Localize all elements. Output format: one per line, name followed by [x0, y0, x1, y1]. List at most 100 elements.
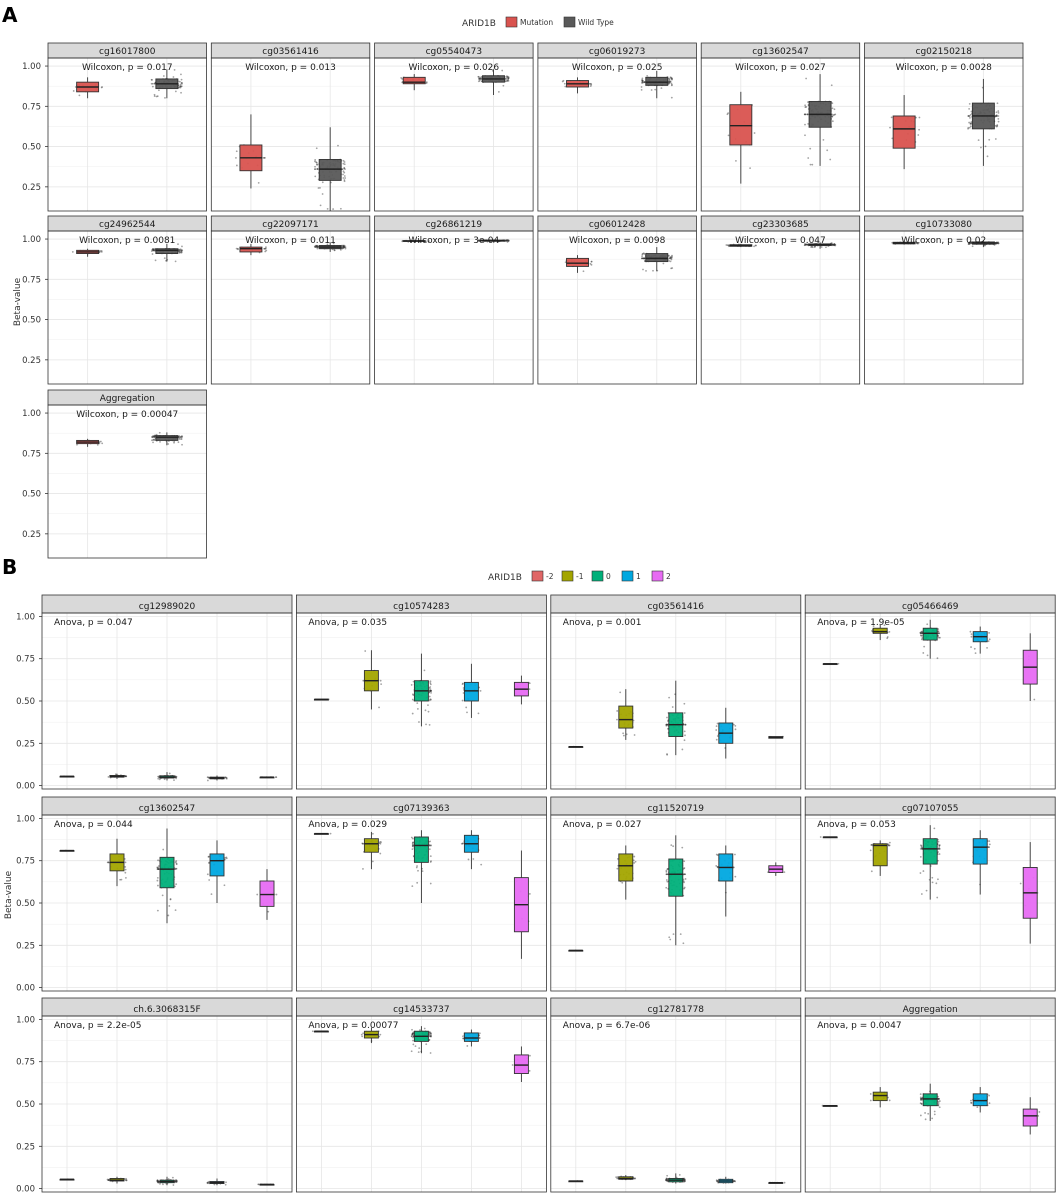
facet-title: Aggregation	[903, 1005, 958, 1015]
data-point	[933, 1113, 936, 1116]
data-point	[472, 858, 475, 860]
data-point	[342, 177, 345, 179]
data-point	[804, 134, 806, 137]
data-point	[156, 909, 159, 912]
data-point	[995, 242, 998, 244]
data-point	[654, 88, 657, 91]
data-point	[727, 112, 730, 115]
data-point	[668, 77, 671, 80]
data-point	[810, 246, 813, 249]
data-point	[804, 106, 807, 109]
data-point	[997, 111, 1000, 114]
data-point	[726, 244, 729, 247]
data-point	[477, 239, 480, 242]
data-point	[180, 251, 183, 254]
data-point	[401, 78, 404, 80]
data-point	[666, 753, 668, 755]
data-point	[467, 858, 470, 861]
data-point	[671, 78, 673, 81]
data-point	[430, 1032, 432, 1035]
facet-title: ch.6.3068315F	[133, 1005, 200, 1015]
box	[872, 843, 888, 867]
data-point	[507, 79, 509, 81]
data-point	[151, 82, 154, 85]
data-point	[156, 876, 159, 879]
data-point	[869, 1093, 872, 1095]
data-point	[511, 1064, 514, 1066]
data-point	[275, 776, 278, 779]
data-point	[616, 718, 618, 721]
data-point	[920, 632, 922, 635]
data-point	[362, 1032, 365, 1035]
data-point	[507, 77, 510, 80]
stat-annotation: Wilcoxon, p = 0.011	[245, 236, 336, 246]
data-point	[671, 267, 674, 269]
data-point	[428, 695, 431, 698]
data-point	[339, 248, 342, 251]
data-point	[158, 778, 161, 781]
stat-annotation: Wilcoxon, p = 3e-04	[408, 236, 499, 246]
box	[972, 838, 988, 865]
box	[645, 76, 669, 86]
data-point	[641, 253, 644, 256]
data-point	[411, 712, 414, 715]
data-point	[726, 113, 729, 116]
data-point	[813, 246, 816, 248]
box	[566, 257, 589, 267]
data-point	[986, 646, 988, 649]
y-tick-label: 0.25	[16, 941, 35, 951]
data-point	[831, 120, 834, 123]
data-point	[224, 1183, 227, 1186]
data-point	[410, 1050, 413, 1053]
box	[922, 627, 938, 641]
data-point	[124, 868, 127, 871]
data-point	[683, 881, 685, 884]
data-point	[341, 244, 344, 247]
facet: cg02150218 Wilcoxon, p = 0.0028	[864, 42, 1024, 212]
data-point	[319, 187, 321, 189]
data-point	[477, 75, 480, 78]
data-point	[427, 240, 430, 243]
data-point	[180, 78, 183, 81]
plot-background	[537, 58, 697, 211]
data-point	[641, 81, 643, 84]
data-point	[162, 848, 165, 851]
data-point	[937, 1104, 940, 1107]
data-point	[174, 909, 177, 911]
data-point	[809, 147, 812, 150]
data-point	[429, 882, 432, 885]
data-point	[362, 868, 364, 870]
data-point	[643, 81, 646, 83]
data-point	[668, 257, 671, 260]
data-point	[831, 243, 834, 246]
data-point	[153, 93, 156, 96]
data-point	[317, 187, 320, 189]
data-point	[314, 160, 316, 163]
data-point	[755, 244, 757, 247]
data-point	[640, 257, 643, 260]
data-point	[379, 852, 382, 855]
data-point	[783, 1181, 786, 1184]
data-point	[206, 779, 209, 782]
facet-title: cg03561416	[262, 47, 319, 57]
data-point	[715, 725, 718, 728]
stat-annotation: Wilcoxon, p = 0.013	[245, 63, 336, 73]
data-point	[505, 78, 508, 80]
data-point	[715, 738, 718, 741]
data-point	[342, 245, 345, 248]
data-point	[995, 125, 998, 128]
data-point	[834, 244, 837, 247]
data-point	[506, 80, 509, 82]
stat-annotation: Anova, p = 0.029	[308, 820, 387, 830]
data-point	[833, 243, 836, 246]
data-point	[634, 1177, 637, 1180]
data-point	[987, 640, 990, 643]
data-point	[931, 876, 934, 879]
y-tick-label: 0.25	[16, 1142, 35, 1152]
data-point	[124, 866, 127, 868]
data-point	[967, 115, 970, 117]
data-point	[640, 88, 643, 91]
data-point	[371, 860, 374, 863]
legend: ARID1B -2 -1 0 1 2	[488, 570, 671, 583]
